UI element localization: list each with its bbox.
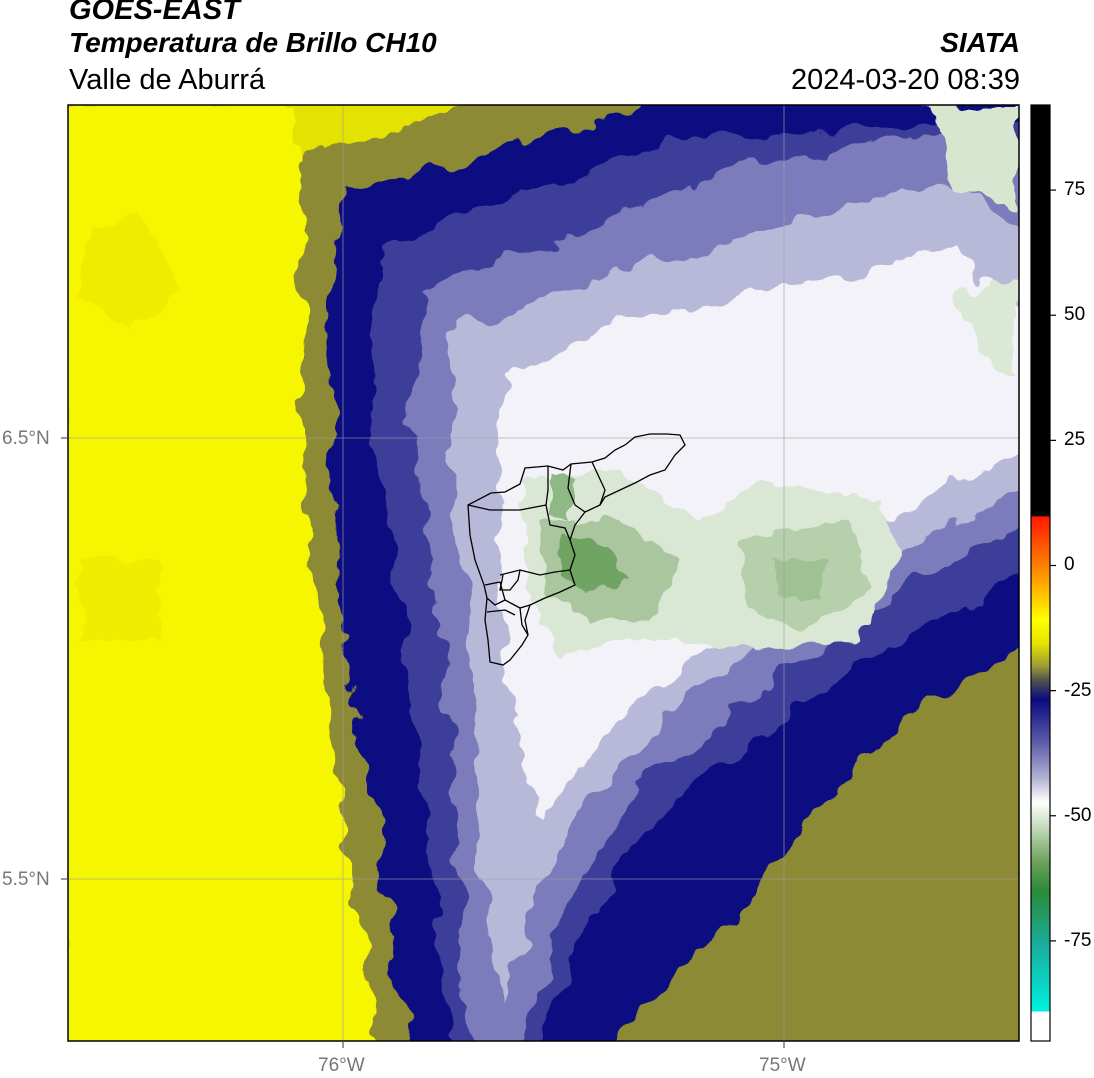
colorbar-tick-label: 75 <box>1064 179 1086 201</box>
colorbar-tick-label: -75 <box>1064 929 1092 951</box>
boundary-line <box>499 569 521 591</box>
boundary-line <box>499 569 571 576</box>
temperature-field <box>68 105 1019 1041</box>
municipality-boundaries <box>467 433 686 666</box>
axis-ticks <box>61 437 785 1048</box>
datetime-label: 2024-03-20 08:39 <box>791 64 1020 96</box>
colorbar-tick-label: -25 <box>1064 679 1092 701</box>
agency-label: SIATA <box>940 27 1020 58</box>
satellite-title: GOES-EAST <box>69 0 240 26</box>
lon-label-75w: 75°W <box>759 1055 806 1076</box>
boundary-line <box>545 466 571 541</box>
colorbar-tick-label: 25 <box>1064 429 1086 451</box>
boundary-line <box>486 609 516 616</box>
lat-label-5-5: 5.5°N <box>2 869 50 890</box>
colorbar-tick-label: 0 <box>1064 554 1075 576</box>
lat-label-6-5: 6.5°N <box>2 428 50 449</box>
region-subtitle: Valle de Aburrá <box>69 64 266 96</box>
boundary-line <box>519 607 529 636</box>
boundary-line <box>467 504 547 511</box>
colorbar-tick-label: 50 <box>1064 304 1086 326</box>
boundary-line <box>567 463 586 513</box>
product-title: Temperatura de Brillo CH10 <box>69 27 437 58</box>
map-frame <box>67 104 1020 1042</box>
boundary-line <box>486 597 506 606</box>
graticule <box>68 105 1019 1041</box>
lon-label-76w: 76°W <box>318 1055 365 1076</box>
colorbar <box>1030 104 1056 1042</box>
aburra-outline <box>467 433 686 666</box>
boundary-line <box>591 461 606 506</box>
colorbar-tick-label: -50 <box>1064 804 1092 826</box>
